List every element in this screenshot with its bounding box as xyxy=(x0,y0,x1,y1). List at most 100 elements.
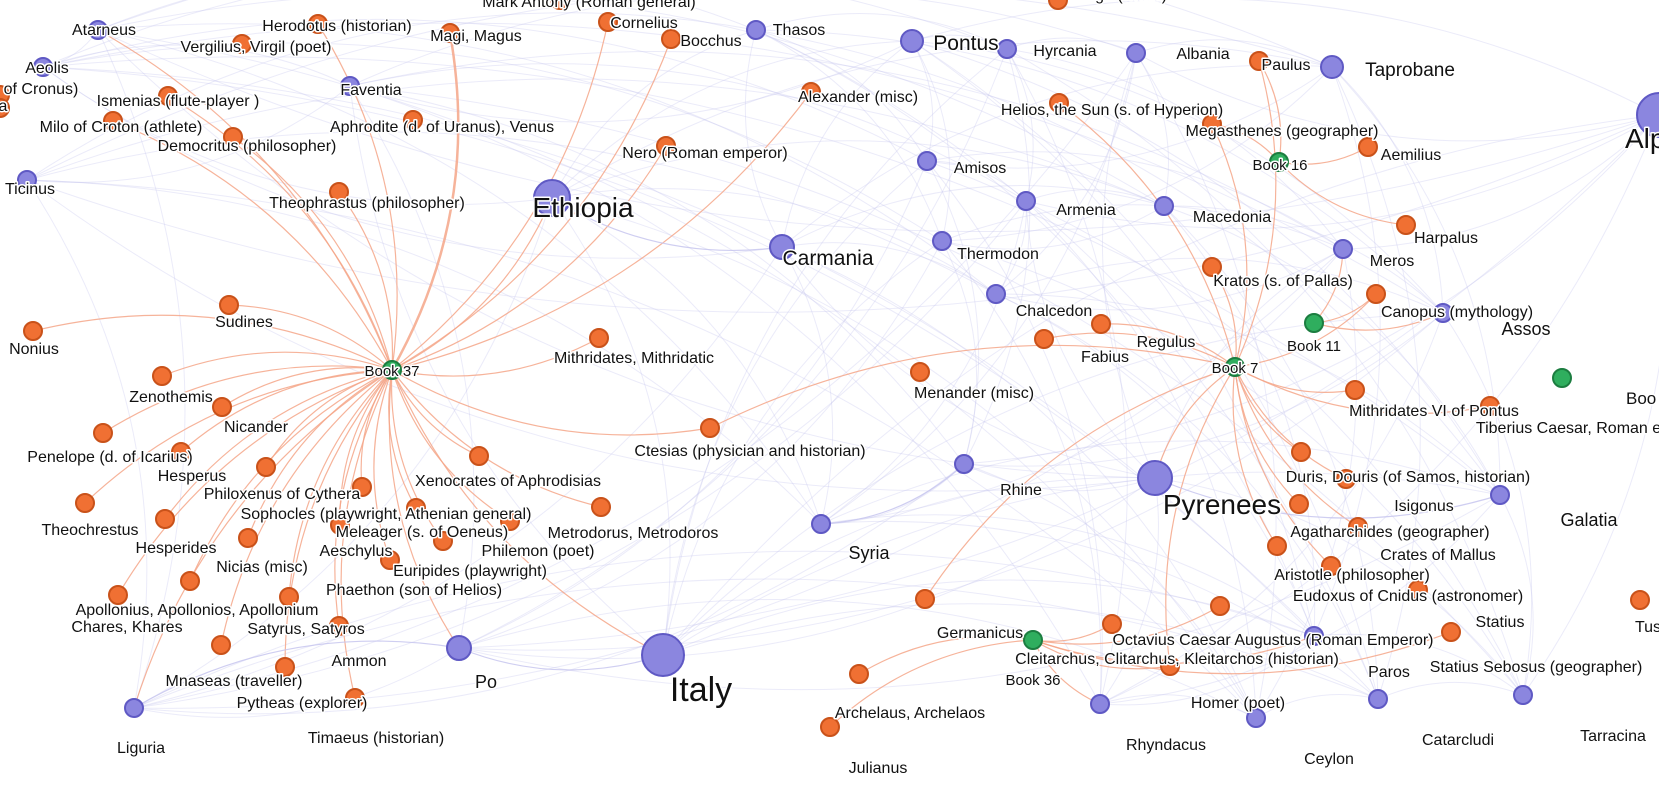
node-nicander[interactable] xyxy=(212,397,232,417)
node-canopus[interactable] xyxy=(1366,284,1386,304)
node-nonius[interactable] xyxy=(23,321,43,341)
node-amisos[interactable] xyxy=(917,151,937,171)
node-chalcedon[interactable] xyxy=(986,284,1006,304)
node-book16[interactable] xyxy=(1269,152,1289,172)
node-atarneus[interactable] xyxy=(88,20,108,40)
node-galatia[interactable] xyxy=(1490,485,1510,505)
node-aemilius[interactable] xyxy=(1358,137,1378,157)
node-meleager[interactable] xyxy=(406,498,426,518)
node-philoxenus[interactable] xyxy=(256,457,276,477)
node-carmania[interactable] xyxy=(769,234,795,260)
node-helios[interactable] xyxy=(1049,93,1069,113)
node-magi[interactable] xyxy=(440,23,460,43)
node-ethiopia[interactable] xyxy=(533,179,571,217)
node-armenia[interactable] xyxy=(1016,191,1036,211)
node-sophocles[interactable] xyxy=(352,477,372,497)
node-book11[interactable] xyxy=(1304,313,1324,333)
node-isigonus[interactable] xyxy=(1336,469,1356,489)
node-sudines[interactable] xyxy=(219,295,239,315)
node-hesperus[interactable] xyxy=(171,442,191,462)
node-phaethon[interactable] xyxy=(380,550,400,570)
node-xenocrates[interactable] xyxy=(469,446,489,466)
node-kratos[interactable] xyxy=(1202,257,1222,277)
node-paulus[interactable] xyxy=(1249,51,1269,71)
node-julianus[interactable] xyxy=(820,717,840,737)
node-aphrodite[interactable] xyxy=(403,110,423,130)
node-italy[interactable] xyxy=(641,633,685,677)
node-duris[interactable] xyxy=(1291,442,1311,462)
node-ticinus[interactable] xyxy=(17,170,37,190)
node-paros[interactable] xyxy=(1304,626,1324,646)
node-fabius[interactable] xyxy=(1034,329,1054,349)
node-book36[interactable] xyxy=(1023,630,1043,650)
node-zenothemis[interactable] xyxy=(152,366,172,386)
node-regulus[interactable] xyxy=(1091,314,1111,334)
node-macedonia[interactable] xyxy=(1154,196,1174,216)
node-pyrenees[interactable] xyxy=(1137,460,1173,496)
node-po[interactable] xyxy=(446,635,472,661)
node-nero[interactable] xyxy=(656,136,676,156)
node-agatharchides[interactable] xyxy=(1289,494,1309,514)
node-mithridates6[interactable] xyxy=(1345,380,1365,400)
node-vergilius[interactable] xyxy=(232,34,252,54)
node-tiberius[interactable] xyxy=(1480,396,1500,416)
node-book37[interactable] xyxy=(382,360,402,380)
node-cornelius[interactable] xyxy=(598,12,618,32)
node-statius[interactable] xyxy=(1408,580,1428,600)
node-tarracina[interactable] xyxy=(1513,685,1533,705)
node-syria[interactable] xyxy=(811,514,831,534)
node-rhyndacus[interactable] xyxy=(1090,694,1110,714)
node-ceylon[interactable] xyxy=(1246,708,1266,728)
node-aeschylus[interactable] xyxy=(330,515,350,535)
node-statiussebosus[interactable] xyxy=(1441,622,1461,642)
node-alp_edge[interactable] xyxy=(1636,92,1659,138)
node-pontus[interactable] xyxy=(900,29,924,53)
node-homer[interactable] xyxy=(1160,656,1180,676)
node-nicias[interactable] xyxy=(238,528,258,548)
node-thermodon[interactable] xyxy=(932,231,952,251)
node-ammon[interactable] xyxy=(329,616,349,636)
node-liguria[interactable] xyxy=(124,698,144,718)
node-theochrestus[interactable] xyxy=(75,493,95,513)
node-hesperides[interactable] xyxy=(155,509,175,529)
node-aeolis[interactable] xyxy=(33,57,53,77)
node-milo[interactable] xyxy=(103,111,123,131)
node-assos[interactable] xyxy=(1433,303,1453,323)
node-rhine[interactable] xyxy=(954,454,974,474)
node-menander[interactable] xyxy=(910,362,930,382)
node-germanicus[interactable] xyxy=(915,589,935,609)
node-metrodorus[interactable] xyxy=(591,497,611,517)
node-cleitarchus[interactable] xyxy=(1102,614,1122,634)
node-megasthenes[interactable] xyxy=(1202,114,1222,134)
node-markantony[interactable] xyxy=(550,0,570,10)
node-bocchus[interactable] xyxy=(661,29,681,49)
node-mnaseas[interactable] xyxy=(211,635,231,655)
node-euripides[interactable] xyxy=(433,531,453,551)
node-apollonius[interactable] xyxy=(180,571,200,591)
node-octavius[interactable] xyxy=(1210,596,1230,616)
node-alexander[interactable] xyxy=(801,82,821,102)
node-ismenias[interactable] xyxy=(158,86,178,106)
node-archelaus[interactable] xyxy=(849,664,869,684)
node-mithridates[interactable] xyxy=(589,328,609,348)
node-ctesias[interactable] xyxy=(700,418,720,438)
node-faventia[interactable] xyxy=(340,76,360,96)
node-satyrus[interactable] xyxy=(279,587,299,607)
node-catarcludi[interactable] xyxy=(1368,689,1388,709)
node-tus_edge[interactable] xyxy=(1630,590,1650,610)
node-book7[interactable] xyxy=(1225,357,1245,377)
node-aristotle[interactable] xyxy=(1267,536,1287,556)
node-harpalus[interactable] xyxy=(1396,215,1416,235)
node-pytheas[interactable] xyxy=(275,657,295,677)
node-crates[interactable] xyxy=(1348,517,1368,537)
node-taprobane[interactable] xyxy=(1320,55,1344,79)
node-chares[interactable] xyxy=(108,585,128,605)
node-theophrastus[interactable] xyxy=(329,182,349,202)
node-eudoxus[interactable] xyxy=(1321,556,1341,576)
node-meros[interactable] xyxy=(1333,239,1353,259)
node-hyrcania[interactable] xyxy=(997,39,1017,59)
node-democritus[interactable] xyxy=(223,127,243,147)
node-herodotus[interactable] xyxy=(308,14,328,34)
node-thasos[interactable] xyxy=(746,20,766,40)
node-philemon[interactable] xyxy=(500,511,520,531)
